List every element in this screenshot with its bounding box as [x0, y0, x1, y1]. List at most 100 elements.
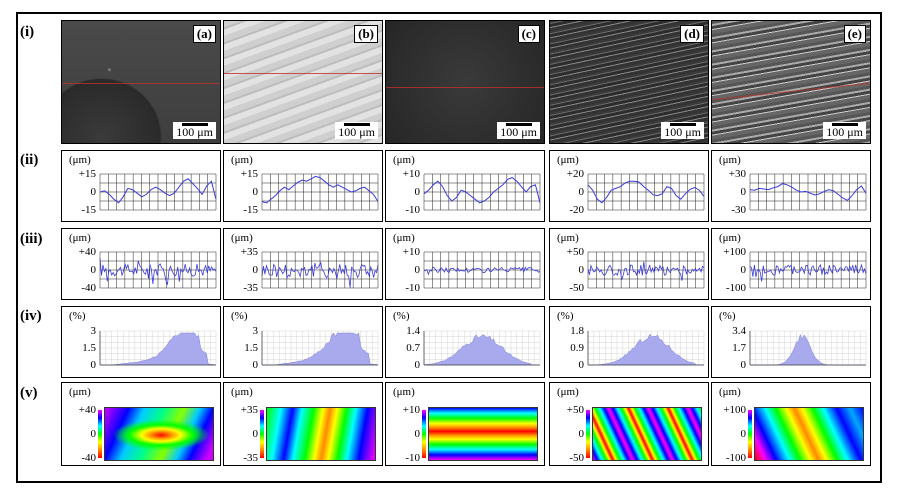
scale-bar-text: 100 μm	[826, 125, 863, 139]
y-tick-label: -10	[405, 452, 420, 464]
scale-bar-text: 100 μm	[664, 125, 701, 139]
height-map-chart: (μm) +100 0 -100	[711, 382, 871, 466]
profile-line-marker	[62, 83, 220, 84]
roughness-trace	[423, 266, 541, 276]
profile-trace	[423, 177, 541, 204]
panel-letter: (a)	[192, 25, 216, 43]
scale-bar-text: 100 μm	[176, 125, 213, 139]
scale-bar	[181, 123, 208, 126]
roughness-plot	[261, 251, 379, 289]
roughness-chart: (μm) +10 0 -10	[385, 228, 545, 300]
y-tick-label: 0	[578, 359, 585, 371]
profile-chart: (μm) +15 0 -15	[61, 150, 221, 222]
scale-bar-label: 100 μm	[661, 122, 704, 139]
y-tick-label: 3.4	[732, 325, 746, 337]
y-tick-label: 1.5	[244, 342, 258, 354]
y-tick-label: +35	[240, 246, 258, 258]
scale-bar-label: 100 μm	[497, 122, 540, 139]
y-tick-label: +15	[78, 168, 96, 180]
y-tick-label: 0	[578, 264, 585, 276]
y-tick-label: 0	[414, 264, 421, 276]
row-label: (v)	[20, 385, 38, 401]
color-scale-bar	[422, 410, 426, 458]
y-tick-label: +30	[728, 168, 746, 180]
row-label: (i)	[20, 24, 35, 40]
unit-label: (μm)	[393, 386, 415, 398]
histogram-area	[262, 332, 379, 366]
y-tick-label: 0	[414, 186, 421, 198]
histogram-plot	[749, 330, 867, 366]
histogram-area	[100, 332, 217, 366]
unit-label: (μm)	[719, 386, 741, 398]
histogram-plot	[587, 330, 705, 366]
y-tick-label: -35	[243, 282, 258, 294]
y-tick-label: +15	[240, 168, 258, 180]
micrograph-photo: (d) 100 μm	[549, 20, 709, 144]
y-tick-label: 0.9	[570, 342, 584, 354]
row-label: (ii)	[20, 152, 39, 168]
unit-label: (μm)	[231, 386, 253, 398]
roughness-plot	[749, 251, 867, 289]
height-distribution-chart: (%) 1.4 0.7 0	[385, 306, 545, 378]
profile-plot	[99, 173, 217, 211]
height-colormap	[754, 407, 864, 461]
profile-line-marker	[224, 73, 382, 74]
y-tick-label: 0	[414, 359, 421, 371]
y-tick-label: -15	[243, 204, 258, 216]
height-map-chart: (μm) +50 0 -50	[549, 382, 709, 466]
unit-label: (μm)	[719, 154, 741, 166]
y-tick-label: 0	[90, 186, 97, 198]
y-tick-label: -35	[243, 452, 258, 464]
profile-chart: (μm) +10 0 -10	[385, 150, 545, 222]
height-map-chart: (μm) +35 0 -35	[223, 382, 383, 466]
scale-bar-text: 100 μm	[338, 125, 375, 139]
unit-label: (%)	[231, 310, 248, 322]
scale-bar-label: 100 μm	[173, 122, 216, 139]
unit-label: (%)	[393, 310, 410, 322]
profile-plot	[423, 173, 541, 211]
roughness-chart: (μm) +40 0 -40	[61, 228, 221, 300]
panel-letter: (e)	[843, 25, 866, 43]
y-tick-label: +10	[402, 246, 420, 258]
roughness-plot	[99, 251, 217, 289]
panel-letter: (c)	[517, 25, 540, 43]
y-tick-label: -10	[405, 204, 420, 216]
profile-chart: (μm) +30 0 -30	[711, 150, 871, 222]
y-tick-label: 0	[252, 359, 259, 371]
unit-label: (μm)	[69, 386, 91, 398]
y-tick-label: -15	[81, 204, 96, 216]
micrograph-photo: (e) 100 μm	[711, 20, 871, 144]
height-colormap	[104, 407, 214, 461]
roughness-plot	[587, 251, 705, 289]
unit-label: (μm)	[69, 232, 91, 244]
color-scale-bar	[586, 410, 590, 458]
height-distribution-chart: (%) 3.4 1.7 0	[711, 306, 871, 378]
unit-label: (μm)	[393, 154, 415, 166]
roughness-trace	[99, 258, 217, 286]
profile-line-marker	[386, 87, 544, 88]
profile-plot	[587, 173, 705, 211]
micrograph-photo: (b) 100 μm	[223, 20, 383, 144]
unit-label: (μm)	[719, 232, 741, 244]
micrograph-photo: (c) 100 μm	[385, 20, 545, 144]
height-colormap	[428, 407, 538, 461]
y-tick-label: 1.7	[732, 342, 746, 354]
y-tick-label: 0	[252, 186, 259, 198]
y-tick-label: 0.7	[406, 342, 420, 354]
panel-letter: (d)	[680, 25, 704, 43]
unit-label: (μm)	[557, 232, 579, 244]
height-map-chart: (μm) +40 0 -40	[61, 382, 221, 466]
unit-label: (μm)	[231, 154, 253, 166]
height-distribution-chart: (%) 1.8 0.9 0	[549, 306, 709, 378]
y-tick-label: +20	[566, 168, 584, 180]
profile-plot	[749, 173, 867, 211]
y-tick-label: 0	[90, 359, 97, 371]
profile-trace	[261, 175, 379, 204]
y-tick-label: +100	[723, 404, 746, 416]
unit-label: (μm)	[557, 386, 579, 398]
y-tick-label: -30	[731, 204, 746, 216]
histogram-area	[587, 333, 705, 366]
y-tick-label: +40	[78, 404, 96, 416]
y-tick-label: 0	[414, 428, 421, 440]
scale-bar	[669, 123, 696, 126]
